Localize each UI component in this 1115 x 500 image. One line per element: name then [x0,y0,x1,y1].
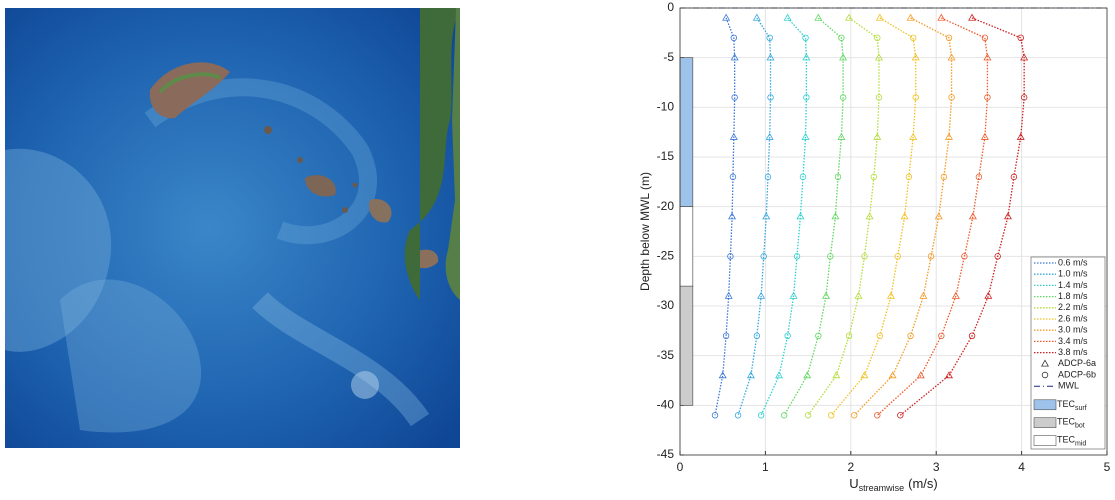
y-tick-label: -35 [657,348,675,362]
x-axis-label: Ustreamwise(m/s) [849,476,938,493]
legend-label-sub: mid [1075,440,1086,447]
chart: 0 1 2 3 4 5 0 -5 -10 -15 -20 -25 -30 -35 -40 -45 Ustream… [638,0,1110,493]
legend-label: 1.4 m/s [1058,280,1088,290]
legend-swatch [1034,418,1056,428]
legend-label: MWL [1058,381,1079,391]
y-tick-label: -40 [657,398,675,412]
x-tick-label: 5 [1104,460,1111,474]
x-tick-label: 2 [847,460,854,474]
x-tick-label: 4 [1018,460,1025,474]
figure: 0 1 2 3 4 5 0 -5 -10 -15 -20 -25 -30 -35 -40 -45 Ustream… [0,0,1115,495]
x-tick-label: 1 [762,460,769,474]
y-axis-label: Depth below MWL (m) [638,172,652,291]
legend-label: ADCP-6b [1058,369,1096,379]
legend: 0.6 m/s 1.0 m/s1.4 m/s1.8 m/s2.2 m/s2.6 m… [1031,257,1105,449]
y-tick-label: -45 [657,447,675,461]
legend-label-sub: bot [1075,423,1085,430]
legend-label-main: TEC [1057,435,1076,445]
legend-swatch [1034,400,1056,410]
x-tick-label: 0 [677,460,684,474]
legend-label: 2.2 m/s [1058,302,1088,312]
legend-label-sub: surf [1075,405,1087,412]
legend-label: 3.0 m/s [1058,325,1088,335]
x-axis-label-part: streamwise [859,483,905,493]
legend-label: 3.8 m/s [1058,347,1088,357]
legend-label: 1.8 m/s [1058,291,1088,301]
x-axis-label-part: U [849,476,858,491]
tec-band [680,207,693,286]
legend-label: 1.0 m/s [1058,269,1088,279]
y-tick-label: -10 [657,100,675,114]
legend-label-main: TEC [1057,399,1076,409]
x-axis-label-part: (m/s) [908,476,938,491]
x-tick-label: 3 [933,460,940,474]
y-tick-label: -25 [657,249,675,263]
satellite-image [5,8,460,448]
y-tick-label: -20 [657,199,675,213]
tec-band [680,286,693,405]
tec-band [680,58,693,207]
legend-label: 3.4 m/s [1058,336,1088,346]
y-tick-label: 0 [667,0,674,14]
y-tick-label: -15 [657,149,675,163]
legend-label-main: TEC [1057,417,1076,427]
legend-label: 2.6 m/s [1058,313,1088,323]
legend-swatch [1034,436,1056,446]
y-tick-label: -5 [663,50,674,64]
legend-label: ADCP-6a [1058,358,1096,368]
y-tick-label: -30 [657,298,675,312]
legend-label: 0.6 m/s [1058,257,1088,267]
